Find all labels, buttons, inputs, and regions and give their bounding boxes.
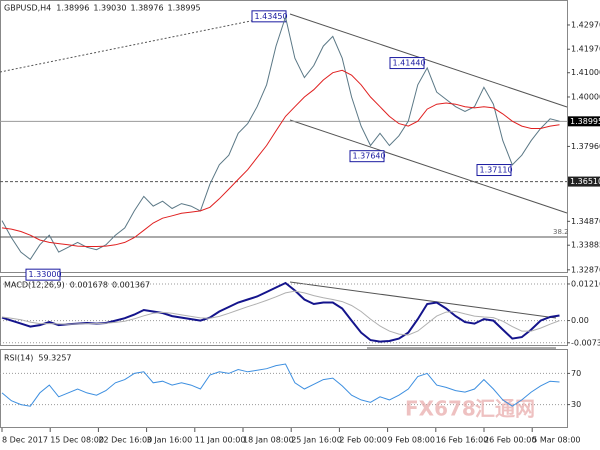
annotation-label: 1.37110 (480, 166, 513, 175)
x-tick-label: 2 Feb 00:00 (339, 436, 386, 445)
panel-title: RSI(14) (4, 354, 33, 363)
reading: 1.38996 (56, 4, 89, 13)
y-tick-label: 30 (571, 400, 581, 409)
rsi-panel (0, 349, 568, 428)
macd-trend-line (289, 281, 557, 319)
reading: 1.38995 (168, 4, 201, 13)
channel-lower (289, 119, 568, 214)
x-tick-label: 8 Dec 2017 (2, 436, 48, 445)
x-tick-label: 26 Feb 00:00 (484, 436, 536, 445)
macd-panel (0, 276, 568, 346)
y-tick-label: 1.41000 (571, 68, 600, 77)
y-tick-label: 0.012164 (571, 279, 600, 288)
support-label: 1.36510 (570, 177, 600, 186)
x-tick-label: 3 Jan 16:00 (147, 436, 193, 445)
series-line (1, 15, 560, 261)
annotation-label: 1.43450 (255, 12, 288, 21)
x-tick-label: 16 Feb 16:00 (436, 436, 488, 445)
current-price-label: 1.38995 (570, 117, 600, 126)
y-tick-label: 1.32870 (571, 265, 600, 274)
annotation-box (476, 164, 512, 177)
reading: 1.39030 (93, 4, 126, 13)
series-line (1, 363, 560, 407)
panel-title: MACD(12,26,9) (4, 281, 65, 290)
trend-line (0, 13, 286, 73)
annotation-box (25, 268, 61, 281)
fib-label: 38.2 (553, 228, 569, 236)
x-tick-label: 22 Dec 16:00 (98, 436, 152, 445)
series-line (1, 69, 560, 247)
watermark: FX678 (405, 397, 476, 421)
price-panel (0, 0, 568, 273)
x-tick-label: 5 Mar 08:00 (532, 436, 580, 445)
y-tick-label: 70 (571, 369, 581, 378)
x-tick-label: 15 Dec 08:00 (50, 436, 104, 445)
y-tick-label: 1.40000 (571, 92, 600, 101)
watermark: 汇通网 (475, 397, 535, 421)
y-tick-label: 0.00 (571, 316, 589, 325)
y-tick-label: 1.37960 (571, 142, 600, 151)
x-tick-label: 25 Jan 16:00 (291, 436, 342, 445)
x-tick-label: 11 Jan 00:00 (195, 436, 246, 445)
annotation-box (389, 57, 425, 70)
y-tick-label: 1.41970 (571, 45, 600, 54)
y-tick-label: -0.007384 (571, 338, 600, 347)
y-tick-label: 1.42970 (571, 20, 600, 29)
annotation-label: 1.33000 (29, 270, 62, 279)
x-tick-label: 9 Feb 08:00 (388, 436, 435, 445)
reading: 0.001367 (112, 281, 150, 290)
annotation-label: 1.41440 (393, 59, 426, 68)
reading: 59.3257 (38, 354, 71, 363)
x-tick-label: 18 Jan 08:00 (243, 436, 294, 445)
series-line (1, 290, 560, 336)
y-tick-label: 1.34870 (571, 217, 600, 226)
support-box (568, 176, 600, 187)
reading: 0.001678 (70, 281, 108, 290)
panel-title: GBPUSD,H4 (4, 4, 51, 13)
annotation-box (251, 10, 287, 23)
channel-upper (289, 13, 568, 108)
current-price-box (568, 116, 600, 127)
y-tick-label: 1.33885 (571, 241, 600, 250)
annotation-label: 1.37640 (353, 152, 386, 161)
annotation-box (349, 150, 385, 163)
reading: 1.38976 (130, 4, 163, 13)
